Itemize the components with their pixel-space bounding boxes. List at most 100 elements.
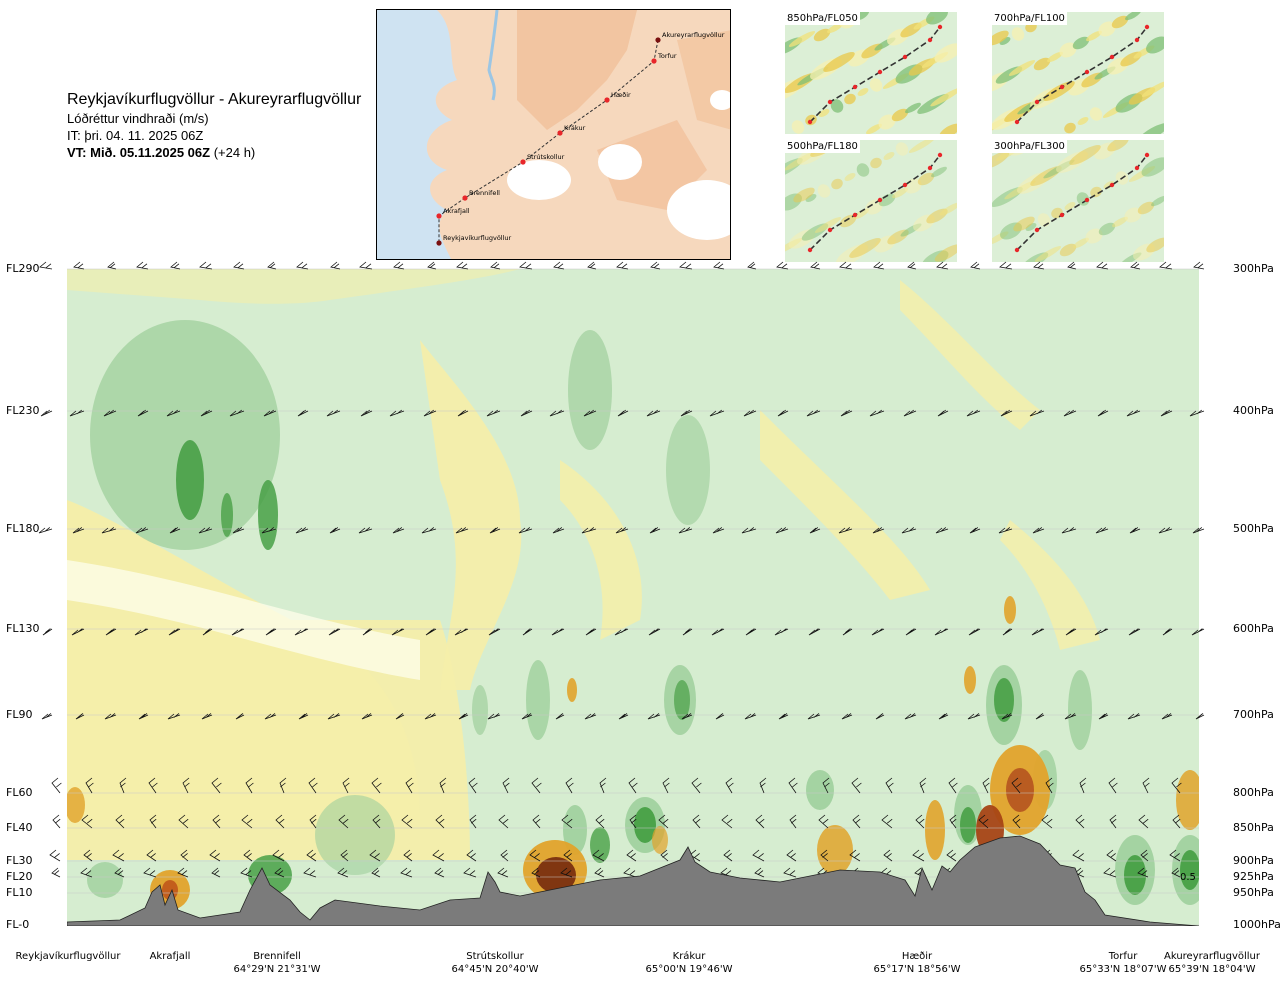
downdraft-band — [420, 340, 522, 690]
wind-barb — [500, 849, 509, 862]
wind-pattern — [1089, 107, 1103, 121]
contour-annotation: 0.5 — [1180, 872, 1196, 883]
wind-pattern — [1141, 157, 1164, 177]
route-point-marker — [1144, 152, 1150, 158]
updraft-area — [563, 805, 587, 855]
wind-pattern — [1125, 12, 1141, 21]
waypoint-coord: 65°17'N 18°56'W — [873, 964, 961, 975]
wind-barb — [650, 261, 661, 270]
wind-pattern — [831, 178, 843, 190]
wind-barbs — [38, 261, 1205, 878]
wind-barb — [498, 814, 509, 829]
wind-barb — [107, 261, 117, 270]
wind-barb — [715, 713, 725, 720]
wind-barb — [1129, 527, 1141, 534]
wind-barb — [135, 527, 149, 534]
wind-barb — [371, 867, 381, 878]
wind-barb — [1138, 814, 1149, 829]
wind-barb — [41, 713, 53, 720]
downdraft-area — [817, 825, 853, 875]
wind-barb — [648, 628, 661, 636]
wind-barb — [808, 628, 821, 636]
wind-barb — [555, 713, 565, 720]
wind-barb — [967, 713, 981, 720]
wind-barb — [934, 628, 949, 636]
route-point-marker — [927, 165, 933, 171]
level-map-300: 300hPa/FL300 — [992, 140, 1164, 262]
wind-barb — [549, 409, 565, 417]
route-point-marker — [1034, 227, 1040, 233]
wind-barb — [309, 814, 317, 829]
route-point-marker — [1144, 24, 1150, 30]
wind-barb — [565, 777, 574, 794]
wind-barb — [52, 814, 61, 829]
wind-barb — [134, 628, 149, 636]
wind-pattern — [856, 163, 870, 177]
route-path — [1016, 154, 1148, 251]
wind-barb — [592, 849, 605, 862]
waypoint-name: Akrafjall — [149, 951, 191, 962]
wind-barb — [754, 867, 765, 878]
wind-barb — [73, 261, 85, 270]
wind-pattern — [939, 123, 957, 134]
wind-barb — [358, 527, 373, 534]
wind-barb — [905, 628, 917, 636]
wind-barb — [119, 777, 127, 794]
wind-barb — [1195, 713, 1205, 720]
wind-barb — [969, 527, 981, 534]
waypoint-label: Krákur 65°00'N 19°46'W — [646, 950, 733, 976]
wind-barb — [885, 777, 894, 794]
vertical-velocity-field — [67, 269, 1199, 910]
wind-pattern — [1112, 216, 1128, 228]
wind-pattern — [1151, 195, 1164, 207]
flight-level-label: FL20 — [6, 870, 33, 883]
wind-barb — [180, 849, 189, 862]
updraft-area — [1068, 670, 1092, 750]
route-point-marker — [1084, 69, 1090, 75]
wind-barb — [455, 527, 469, 534]
cross-section-chart: 0.5 — [38, 261, 1205, 926]
wind-barb — [425, 628, 437, 636]
waypoint-coord: 65°00'N 19°46'W — [645, 964, 733, 975]
wind-barb — [713, 261, 725, 270]
wind-barb — [1103, 867, 1117, 878]
wind-barb — [1158, 527, 1173, 534]
wind-barb — [51, 777, 62, 794]
wind-barb — [457, 409, 469, 417]
wind-barb — [789, 814, 797, 829]
wind-pattern — [866, 123, 882, 134]
route-point-marker — [902, 54, 908, 60]
wind-barb — [623, 867, 637, 878]
route-point-label: Reykjavíkurflugvöllur — [443, 234, 512, 242]
wind-barb — [469, 814, 477, 829]
wind-barb — [841, 713, 853, 720]
flight-level-label: FL290 — [6, 262, 40, 275]
wind-barb — [647, 713, 661, 720]
wind-barb — [551, 628, 565, 636]
downdraft-band — [900, 280, 1040, 430]
waypoint-name: Hæðir — [901, 951, 933, 962]
wind-barb — [522, 628, 533, 636]
wind-barb — [1000, 409, 1013, 417]
waypoint-label: Reykjavíkurflugvöllur — [16, 950, 121, 963]
wind-barb — [581, 527, 597, 534]
wind-barb — [101, 527, 117, 534]
wind-barb — [1169, 849, 1181, 862]
wind-barb — [1159, 261, 1173, 270]
route-point-marker — [927, 37, 933, 43]
wind-barb — [400, 867, 413, 878]
pressure-level-label: 1000hPa — [1233, 918, 1280, 931]
wind-pattern — [791, 120, 805, 134]
updraft-area — [526, 660, 550, 740]
wind-barb — [849, 849, 861, 862]
wind-barb — [81, 814, 93, 829]
route-point-label: Strútskollur — [527, 153, 565, 161]
wind-barb — [1001, 713, 1013, 720]
level-map-850: 850hPa/FL050 — [785, 12, 957, 134]
wind-pattern — [883, 152, 895, 160]
updraft-area — [87, 862, 123, 898]
downdraft-area — [67, 787, 85, 823]
wind-barb — [263, 409, 277, 417]
neutral-band — [67, 560, 420, 680]
wind-barb — [432, 849, 445, 862]
